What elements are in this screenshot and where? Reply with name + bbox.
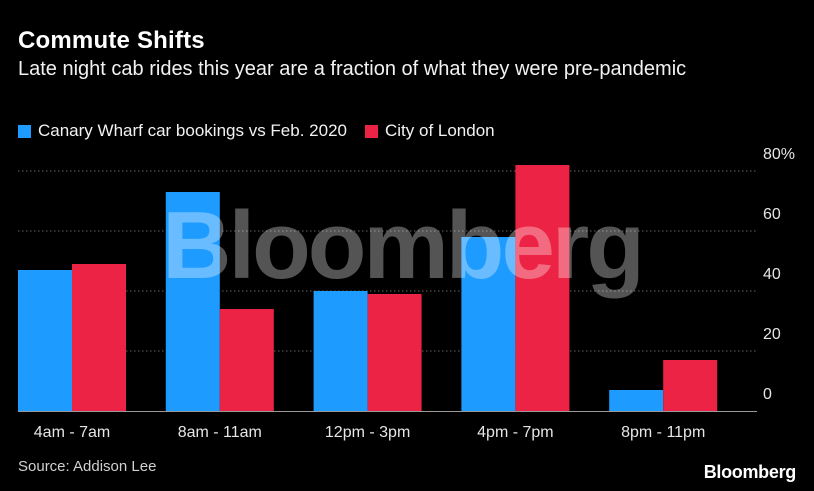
y-tick-label: 20 [763,326,781,343]
bar-city-of-london [367,294,422,411]
legend: Canary Wharf car bookings vs Feb. 2020 C… [18,121,513,141]
bloomberg-logo: Bloomberg [703,462,797,482]
x-tick-label: 4pm - 7pm [477,424,553,441]
bar-canary-wharf [313,291,368,411]
bar-city-of-london [219,309,274,411]
bar-canary-wharf [461,237,516,411]
chart-subtitle: Late night cab rides this year are a fra… [18,58,687,80]
x-tick-label: 8pm - 11pm [621,424,705,441]
bar-canary-wharf [165,192,220,411]
x-tick-label: 8am - 11am [178,424,262,441]
legend-swatch-city-of-london [364,124,378,138]
bar-canary-wharf [609,390,664,411]
y-tick-label: 60 [763,206,781,223]
bar-city-of-london [72,264,126,411]
legend-item-canary-wharf: Canary Wharf car bookings vs Feb. 2020 [18,121,347,141]
x-tick-label: 4am - 7am [34,424,110,441]
bar-canary-wharf [18,270,72,411]
y-tick-label: 40 [763,266,781,283]
watermark-text: Bloomberg [162,192,642,299]
chart-title: Commute Shifts [18,27,205,54]
bar-city-of-london [663,360,718,411]
source-note: Source: Addison Lee [18,458,157,475]
y-tick-label: 0 [763,386,772,403]
legend-item-city-of-london: City of London [364,121,495,141]
legend-label-city-of-london: City of London [384,121,495,140]
legend-label-canary-wharf: Canary Wharf car bookings vs Feb. 2020 [38,121,347,140]
y-tick-label: 80% [763,146,795,163]
bar-city-of-london [515,165,570,411]
x-tick-label: 12pm - 3pm [325,424,410,441]
legend-swatch-canary-wharf [18,124,31,138]
